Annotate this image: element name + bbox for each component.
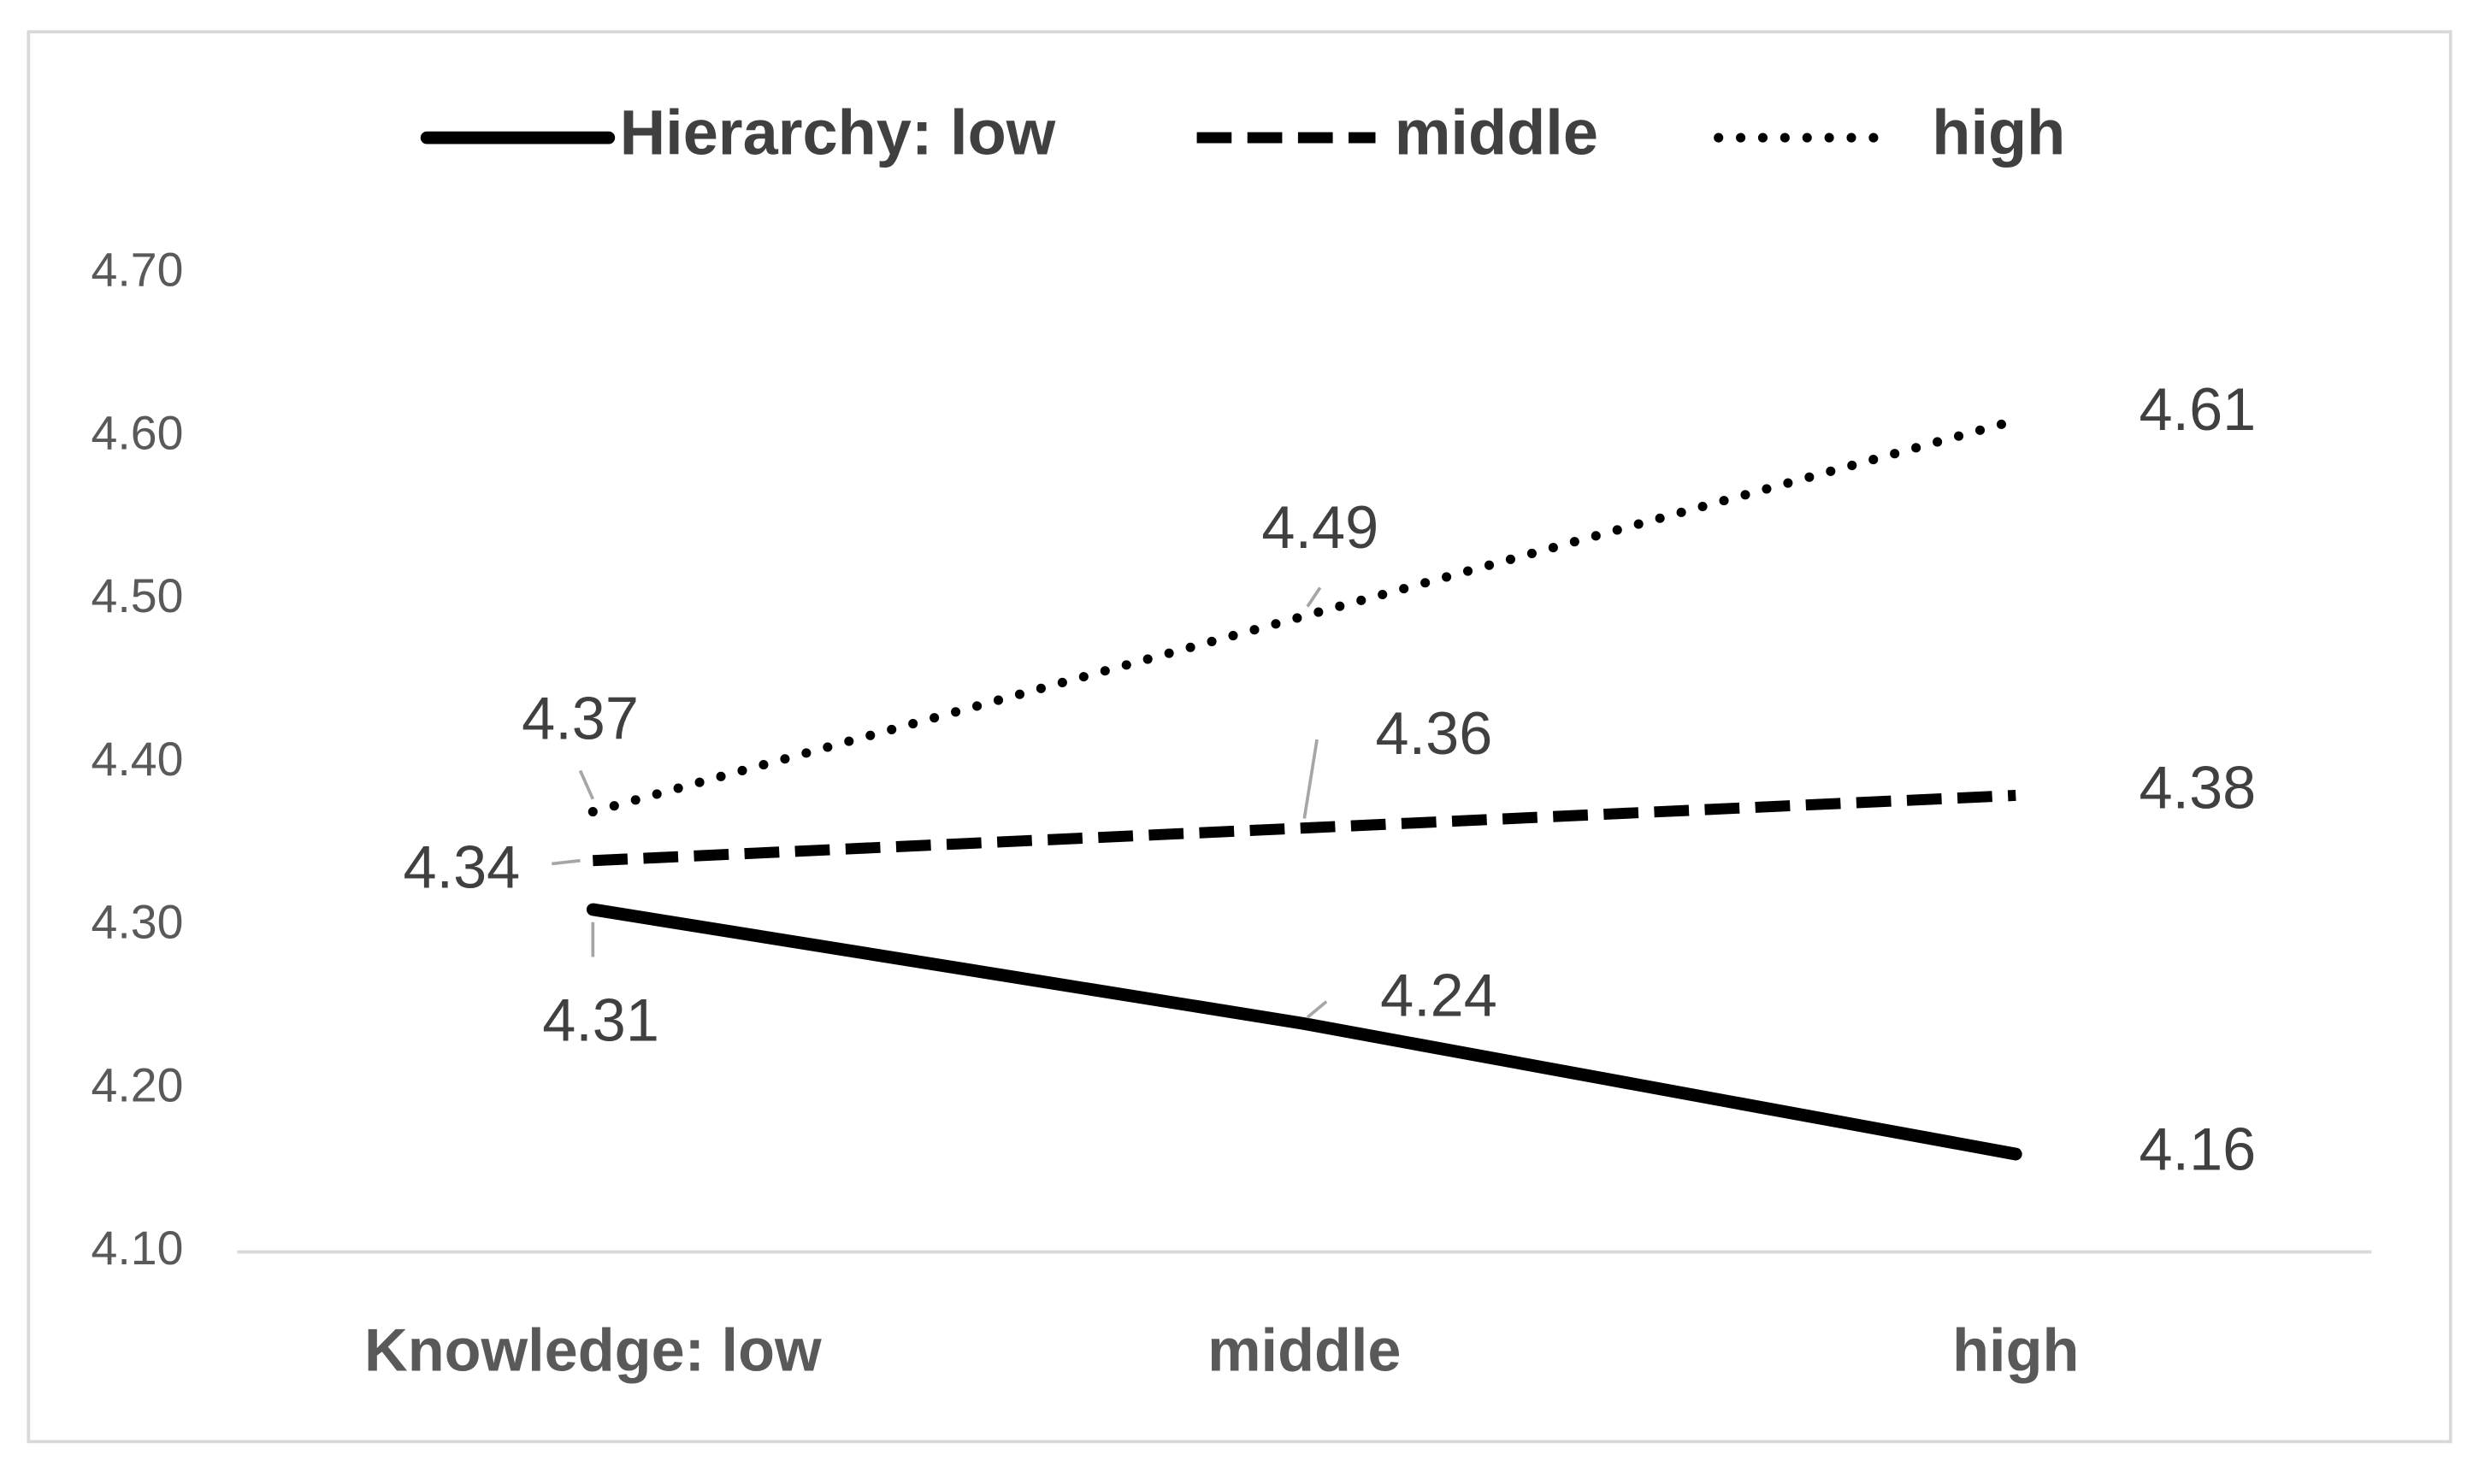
- data-label: 4.34: [403, 833, 520, 900]
- leader-line: [552, 858, 581, 866]
- data-label: 4.61: [2139, 375, 2256, 443]
- legend-label: high: [1932, 97, 2065, 168]
- series-line: [587, 415, 2021, 817]
- x-tick-label: middle: [1207, 1316, 1401, 1383]
- y-tick-label: 4.60: [91, 406, 184, 459]
- y-tick-label: 4.20: [91, 1058, 184, 1111]
- y-tick-label: 4.70: [91, 244, 184, 297]
- y-tick-label: 4.50: [91, 569, 184, 622]
- x-tick-label: Knowledge: low: [364, 1316, 822, 1383]
- legend-label: middle: [1395, 97, 1598, 168]
- chart-border: [27, 30, 2452, 1444]
- data-label: 4.37: [522, 685, 639, 752]
- data-label: 4.24: [1380, 961, 1497, 1028]
- data-label: 4.36: [1376, 699, 1493, 767]
- data-label: 4.49: [1261, 493, 1378, 561]
- data-label: 4.38: [2139, 753, 2256, 821]
- series-line: [586, 903, 2022, 1161]
- legend-label: Hierarchy: low: [620, 97, 1056, 168]
- data-label: 4.31: [542, 986, 659, 1054]
- x-tick-label: high: [1952, 1316, 2079, 1383]
- y-tick-label: 4.10: [91, 1222, 184, 1275]
- y-tick-label: 4.40: [91, 733, 184, 786]
- leader-line: [1306, 586, 1322, 608]
- series-line: [593, 789, 2016, 867]
- leader-line: [1306, 1000, 1328, 1019]
- data-label: 4.16: [2139, 1116, 2256, 1183]
- leader-line: [578, 769, 595, 800]
- leader-line: [1302, 739, 1319, 819]
- y-tick-label: 4.30: [91, 896, 184, 949]
